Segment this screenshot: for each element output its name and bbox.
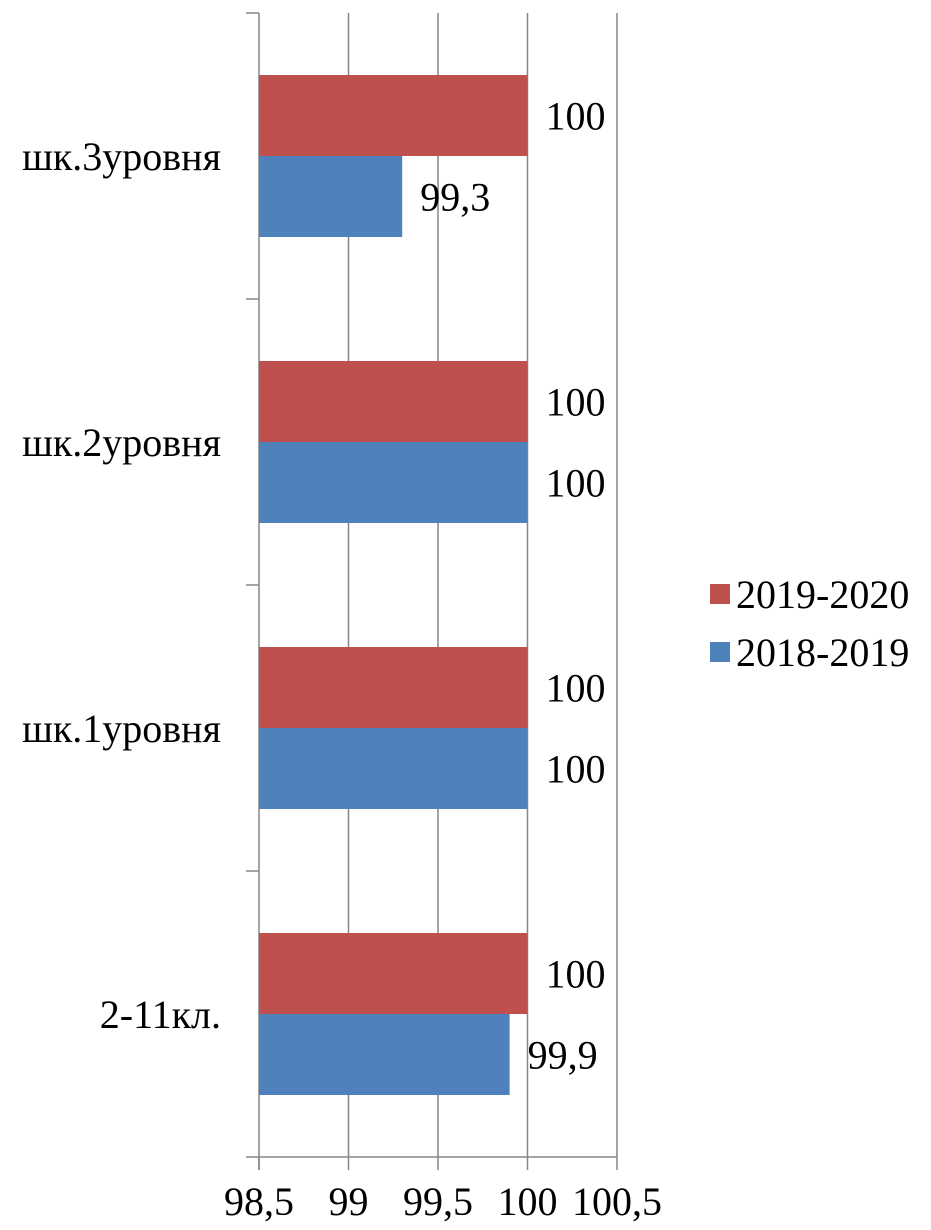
- legend-swatch-2019-2020: [710, 584, 730, 604]
- category-label: шк.2уровня: [22, 420, 221, 465]
- x-tick-label: 99: [329, 1179, 369, 1224]
- x-tick-label: 100: [498, 1179, 558, 1224]
- bar: [259, 361, 528, 442]
- bar: [259, 933, 528, 1014]
- data-label: 99,3: [420, 175, 490, 220]
- data-label: 100: [546, 461, 606, 506]
- data-label: 100: [546, 666, 606, 711]
- bar: [259, 156, 403, 237]
- data-label: 100: [546, 380, 606, 425]
- bar: [259, 75, 528, 156]
- x-tick-label: 99,5: [403, 1179, 473, 1224]
- bar: [259, 647, 528, 728]
- x-tick-label: 98,5: [224, 1179, 294, 1224]
- bar: [259, 728, 528, 809]
- legend: 2019-2020 2018-2019: [710, 565, 909, 681]
- legend-label-2019-2020: 2019-2020: [736, 571, 910, 617]
- data-label: 100: [546, 747, 606, 792]
- data-label: 100: [546, 952, 606, 997]
- bar: [259, 442, 528, 523]
- legend-label-2018-2019: 2018-2019: [736, 629, 910, 675]
- legend-item-2019-2020: 2019-2020: [710, 565, 909, 623]
- legend-item-2018-2019: 2018-2019: [710, 623, 909, 681]
- bar: [259, 1014, 510, 1095]
- data-label: 100: [546, 94, 606, 139]
- legend-swatch-2018-2019: [710, 642, 730, 662]
- category-label: 2-11кл.: [100, 992, 221, 1037]
- category-label: шк.3уровня: [22, 134, 221, 179]
- data-label: 99,9: [528, 1033, 598, 1078]
- category-label: шк.1уровня: [22, 706, 221, 751]
- x-tick-label: 100,5: [572, 1179, 662, 1224]
